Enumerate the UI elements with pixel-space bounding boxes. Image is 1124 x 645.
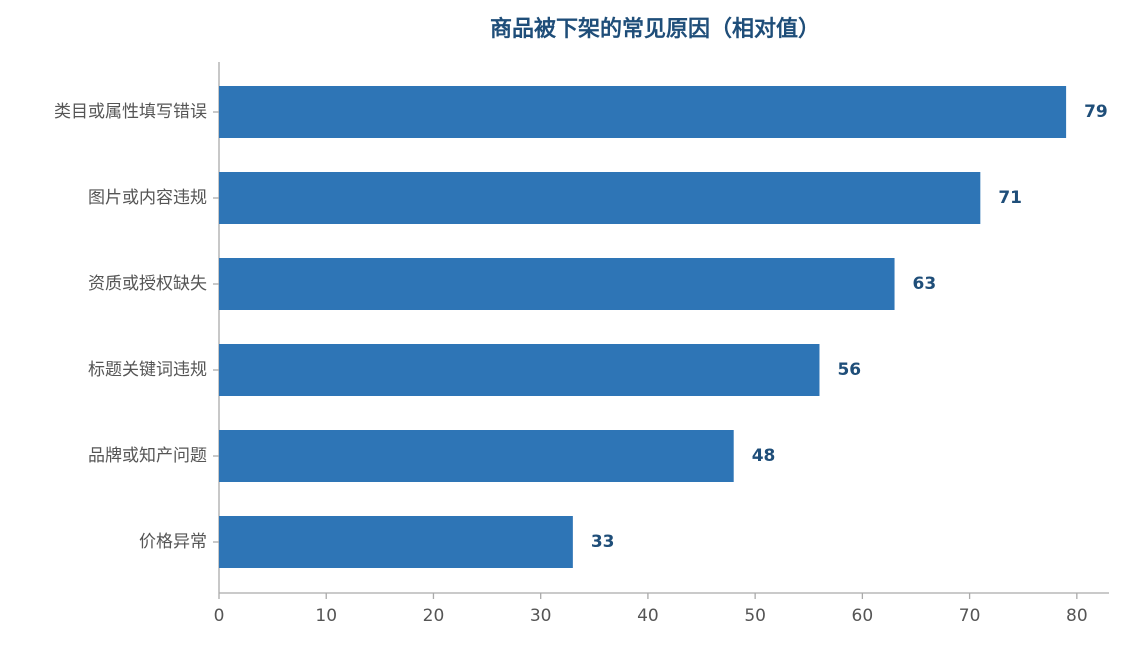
y-tick-label: 价格异常	[139, 532, 207, 552]
x-tick-label: 0	[214, 606, 225, 626]
x-tick-label: 50	[744, 606, 766, 626]
bar	[219, 344, 820, 396]
value-label: 63	[913, 274, 937, 294]
x-tick-label: 30	[530, 606, 552, 626]
y-tick-label: 品牌或知产问题	[88, 446, 207, 466]
x-tick-label: 70	[959, 606, 981, 626]
x-tick-label: 60	[852, 606, 874, 626]
y-tick-label: 资质或授权缺失	[88, 274, 207, 294]
value-label: 56	[837, 360, 861, 380]
value-label: 48	[752, 446, 776, 466]
bar	[219, 86, 1067, 138]
x-tick-label: 40	[637, 606, 659, 626]
x-tick-label: 10	[315, 606, 337, 626]
bar	[219, 172, 981, 224]
y-tick-label: 标题关键词违规	[88, 360, 207, 380]
chart-title: 商品被下架的常见原因（相对值）	[490, 16, 820, 42]
bar	[219, 258, 895, 310]
value-label: 33	[591, 532, 615, 552]
x-tick-label: 80	[1066, 606, 1088, 626]
value-label: 79	[1084, 102, 1108, 122]
value-label: 71	[998, 188, 1022, 208]
x-tick-label: 20	[423, 606, 445, 626]
bar	[219, 516, 573, 568]
bar	[219, 430, 734, 482]
y-tick-label: 图片或内容违规	[88, 188, 207, 208]
y-tick-label: 类目或属性填写错误	[54, 102, 207, 122]
